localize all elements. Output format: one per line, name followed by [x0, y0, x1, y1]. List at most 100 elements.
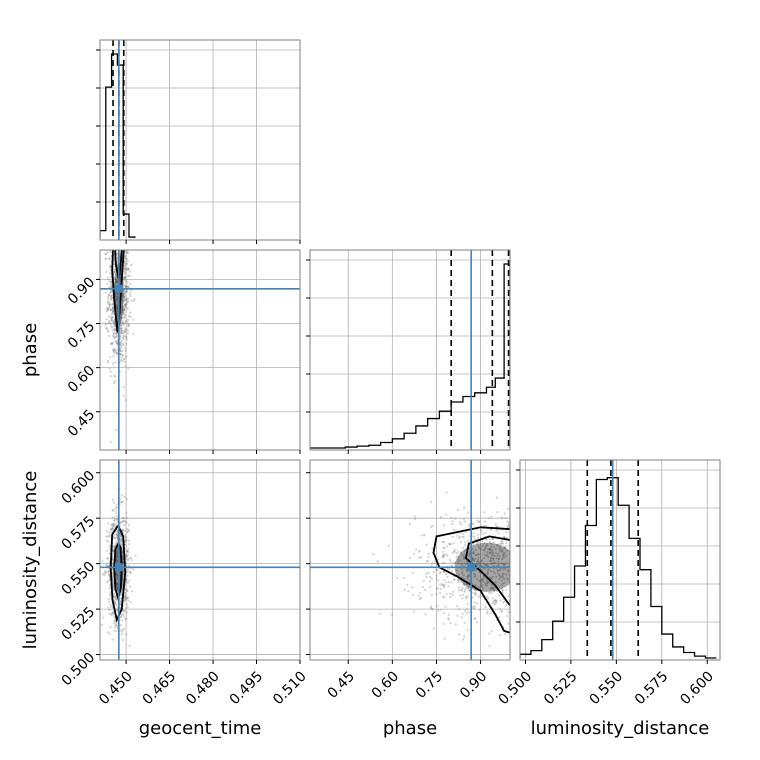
sample-point: [502, 563, 505, 566]
sample-point: [512, 525, 514, 527]
sample-point: [501, 548, 504, 551]
sample-point: [106, 330, 110, 333]
x-axis-label-phase: phase: [383, 718, 437, 739]
sample-point: [418, 556, 421, 559]
y-axis-label-luminosity_distance: luminosity_distance: [20, 471, 41, 650]
sample-point: [126, 606, 129, 609]
sample-point: [458, 537, 461, 540]
sample-point: [119, 343, 122, 346]
sample-point: [114, 602, 117, 605]
sample-point: [528, 579, 530, 581]
sample-point: [473, 601, 476, 604]
sample-point: [103, 569, 106, 573]
sample-point: [443, 586, 446, 589]
sample-point: [479, 580, 482, 583]
sample-point: [505, 541, 508, 544]
histogram-phase: [310, 263, 510, 449]
sample-point: [112, 309, 115, 313]
sample-point: [128, 579, 131, 582]
sample-point: [116, 541, 119, 544]
sample-point: [442, 555, 445, 558]
sample-point: [462, 638, 465, 641]
sample-point: [476, 533, 479, 536]
sample-point: [115, 273, 118, 276]
sample-point: [122, 394, 125, 397]
sample-point: [113, 335, 116, 338]
sample-point: [122, 293, 125, 296]
sample-point: [123, 297, 126, 300]
y-tick-label: 0.575: [59, 513, 99, 553]
sample-point: [115, 304, 118, 307]
sample-point: [113, 516, 116, 519]
sample-point: [490, 552, 494, 556]
sample-point: [522, 532, 524, 534]
sample-point: [111, 307, 114, 310]
sample-point: [462, 533, 465, 536]
sample-point: [531, 566, 533, 568]
sample-point: [125, 579, 128, 582]
sample-point: [113, 321, 116, 324]
sample-point: [495, 599, 498, 602]
sample-point: [492, 557, 495, 560]
sample-point: [540, 513, 542, 515]
sample-point: [441, 583, 444, 587]
sample-point: [127, 547, 130, 551]
sample-point: [442, 550, 445, 553]
sample-point: [572, 586, 574, 588]
sample-point: [536, 550, 538, 552]
sample-point: [116, 575, 119, 578]
sample-point: [109, 294, 112, 297]
sample-point: [123, 275, 127, 278]
sample-point: [488, 645, 491, 648]
sample-point: [126, 298, 130, 301]
sample-point: [498, 577, 501, 580]
panel-content: [310, 460, 574, 660]
sample-point: [447, 613, 451, 616]
sample-point: [463, 556, 466, 560]
sample-point: [123, 540, 127, 544]
sample-point: [449, 622, 452, 625]
x-tick-label: 0.525: [541, 668, 581, 708]
sample-point: [471, 596, 474, 599]
sample-point: [125, 290, 128, 293]
sample-point: [116, 281, 119, 284]
sample-point: [388, 544, 391, 547]
sample-point: [105, 309, 108, 312]
sample-point: [511, 542, 513, 544]
sample-point: [113, 319, 116, 322]
sample-point: [108, 533, 111, 537]
sample-point: [550, 527, 552, 529]
sample-point: [530, 592, 532, 594]
sample-point: [484, 546, 487, 550]
sample-point: [472, 559, 475, 562]
sample-point: [115, 598, 118, 601]
sample-point: [112, 333, 116, 336]
sample-point: [119, 600, 122, 603]
sample-point: [124, 594, 127, 598]
sample-point: [454, 548, 457, 551]
sample-point: [549, 595, 551, 597]
sample-point: [467, 611, 470, 614]
sample-point: [119, 335, 122, 338]
sample-point: [487, 568, 490, 571]
sample-point: [441, 555, 444, 558]
sample-point: [115, 555, 118, 558]
sample-point: [414, 515, 417, 518]
sample-point: [413, 552, 416, 555]
sample-point: [121, 314, 124, 317]
sample-point: [471, 558, 474, 562]
sample-point: [122, 216, 124, 218]
sample-point: [450, 570, 454, 573]
sample-point: [116, 351, 119, 354]
sample-point: [125, 597, 128, 600]
sample-point: [447, 617, 450, 620]
sample-point: [471, 548, 474, 551]
sample-point: [535, 575, 537, 577]
sample-point: [504, 588, 508, 591]
sample-point: [126, 297, 129, 300]
sample-point: [120, 329, 123, 332]
sample-point: [127, 323, 130, 326]
sample-point: [467, 585, 470, 589]
sample-point: [113, 620, 116, 623]
sample-point: [123, 534, 126, 537]
